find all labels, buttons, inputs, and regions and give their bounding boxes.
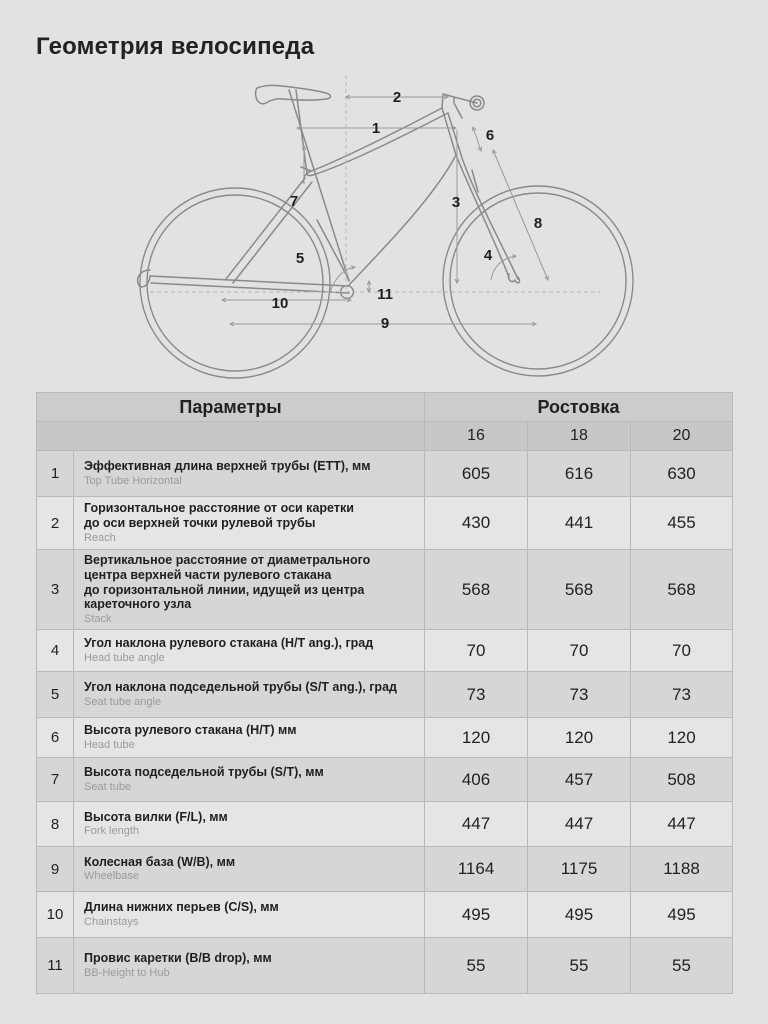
svg-text:3: 3 <box>452 194 460 211</box>
svg-text:11: 11 <box>377 286 393 303</box>
svg-text:2: 2 <box>393 89 401 106</box>
svg-text:9: 9 <box>381 315 389 332</box>
svg-text:10: 10 <box>272 295 289 312</box>
svg-text:4: 4 <box>484 247 493 264</box>
svg-text:8: 8 <box>534 215 542 232</box>
svg-text:1: 1 <box>372 120 380 137</box>
svg-text:7: 7 <box>290 193 298 210</box>
svg-text:6: 6 <box>486 127 494 144</box>
svg-text:5: 5 <box>296 250 304 267</box>
